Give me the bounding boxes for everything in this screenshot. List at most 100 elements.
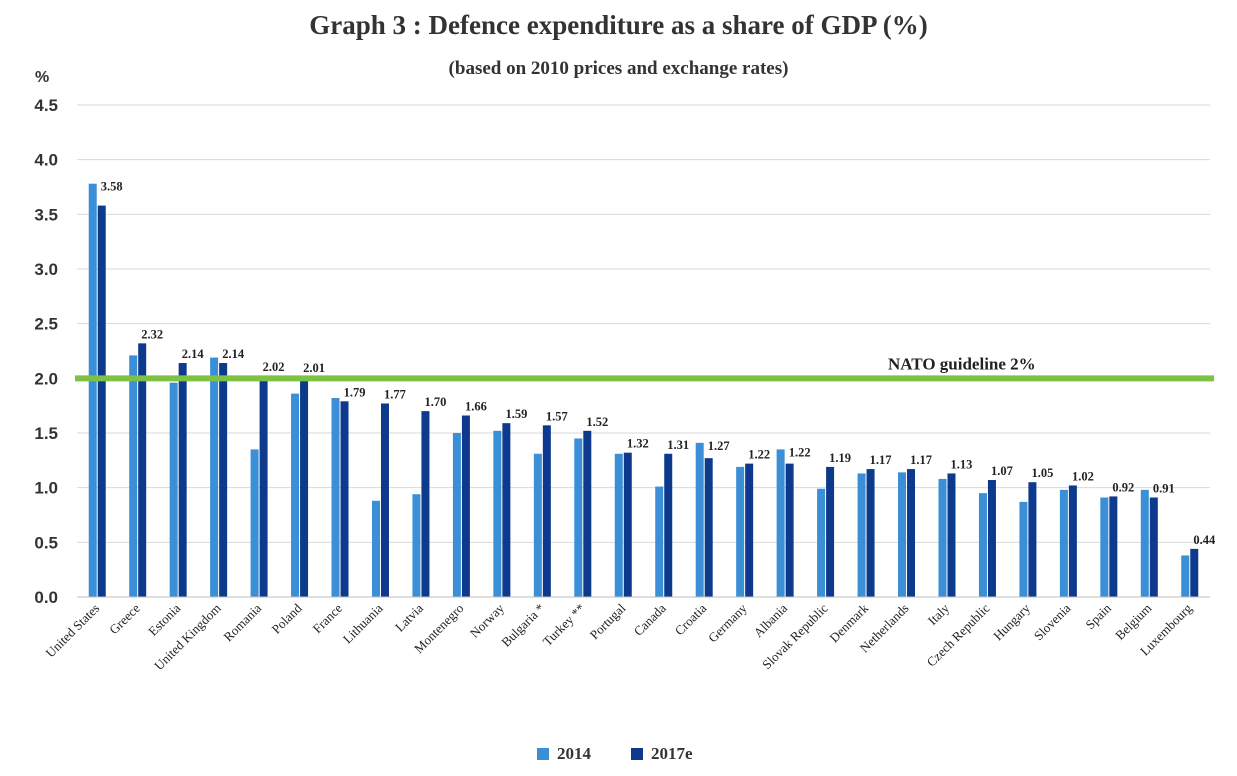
y-tick-label: 0.0 — [34, 588, 58, 607]
bar-2017e — [380, 403, 389, 597]
bar-2014 — [898, 472, 907, 597]
chart-subtitle: (based on 2010 prices and exchange rates… — [448, 58, 789, 79]
chart-title: Graph 3 : Defence expenditure as a share… — [309, 10, 928, 40]
data-label-2017e: 1.70 — [425, 395, 447, 409]
bar-2014 — [331, 398, 340, 597]
x-tick-label: Greece — [106, 600, 143, 637]
bars — [88, 183, 1199, 597]
y-tick-label: 1.0 — [34, 479, 58, 498]
x-tick-label: Hungary — [990, 600, 1033, 643]
bar-2017e — [178, 363, 187, 597]
bar-2014 — [655, 486, 664, 597]
data-label-2017e: 0.44 — [1193, 533, 1216, 547]
bar-2017e — [421, 411, 430, 597]
data-label-2017e: 1.32 — [627, 437, 649, 451]
reference-line: NATO guideline 2% — [75, 354, 1214, 382]
y-tick-label: 2.0 — [34, 369, 58, 388]
bar-2014 — [695, 442, 704, 597]
bar-2014 — [533, 453, 542, 597]
legend-item-2017e: 2017e — [631, 744, 693, 764]
legend-item-2014: 2014 — [537, 744, 591, 764]
bar-2017e — [340, 401, 349, 597]
bar-2017e — [947, 473, 956, 597]
data-label-2017e: 1.52 — [586, 415, 608, 429]
data-label-2017e: 1.17 — [870, 453, 892, 467]
bar-2017e — [1068, 485, 1077, 597]
bar-2017e — [138, 343, 147, 597]
x-tick-label: Slovenia — [1031, 600, 1074, 643]
y-tick-label: 2.5 — [34, 315, 58, 334]
data-label-2017e: 1.79 — [344, 385, 366, 399]
data-label-2017e: 1.59 — [505, 407, 527, 421]
data-label-2017e: 1.22 — [789, 445, 811, 459]
data-label-2017e: 1.57 — [546, 409, 568, 423]
x-tick-label: Norway — [467, 600, 508, 641]
bar-2017e — [502, 423, 511, 597]
bar-2014 — [412, 494, 421, 597]
bar-2014 — [1059, 489, 1068, 597]
data-label-2017e: 1.27 — [708, 439, 730, 453]
data-label-2017e: 1.02 — [1072, 469, 1094, 483]
gridlines — [77, 104, 1210, 598]
data-label-2017e: 2.32 — [141, 327, 163, 341]
data-labels: 3.58 2.32 2.14 2.14 2.02 2.01 1.79 1.77 1.70 1.66… — [101, 180, 1216, 547]
bar-2014 — [978, 493, 987, 597]
data-label-2017e: 1.31 — [667, 438, 689, 452]
bar-2014 — [817, 488, 826, 597]
y-tick-label: 0.5 — [34, 533, 58, 552]
data-label-2017e: 1.22 — [748, 448, 770, 462]
bar-2014 — [1140, 489, 1149, 597]
bar-2014 — [371, 500, 380, 597]
legend-swatch-2017e — [631, 748, 643, 760]
data-label-2017e: 2.02 — [263, 360, 285, 374]
bar-2017e — [461, 415, 470, 597]
bar-2014 — [129, 355, 138, 597]
data-label-2017e: 2.14 — [222, 347, 245, 361]
bar-2017e — [542, 425, 551, 597]
bar-2017e — [1149, 497, 1158, 597]
bar-2017e — [664, 453, 673, 597]
data-label-2017e: 0.92 — [1112, 480, 1134, 494]
x-tick-label: Turkey ** — [540, 601, 588, 649]
x-tick-label: Germany — [705, 600, 750, 645]
y-tick-label: 3.0 — [34, 260, 58, 279]
data-label-2017e: 3.58 — [101, 180, 123, 194]
bar-2014 — [1181, 555, 1190, 597]
bar-2014 — [614, 453, 623, 597]
data-label-2017e: 1.05 — [1031, 466, 1053, 480]
x-tick-label: Canada — [631, 600, 669, 638]
data-label-2017e: 1.66 — [465, 400, 487, 414]
bar-2017e — [826, 466, 835, 597]
bar-2017e — [97, 205, 106, 597]
x-tick-label: Latvia — [392, 600, 426, 634]
bar-2017e — [987, 480, 996, 597]
legend-label-2014: 2014 — [557, 744, 591, 763]
bar-2014 — [857, 473, 866, 597]
bar-2014 — [250, 449, 259, 597]
bar-2017e — [1190, 548, 1199, 597]
x-tick-label: Croatia — [672, 600, 710, 638]
bar-2017e — [785, 463, 794, 597]
x-tick-label: Italy — [925, 600, 953, 628]
data-label-2017e: 1.17 — [910, 453, 932, 467]
bar-2014 — [736, 466, 745, 597]
data-label-2017e: 0.91 — [1153, 482, 1175, 496]
bar-2017e — [623, 452, 632, 597]
bar-2014 — [1019, 501, 1028, 597]
y-tick-label: 4.0 — [34, 151, 58, 170]
data-label-2017e: 1.07 — [991, 464, 1013, 478]
data-label-2017e: 2.01 — [303, 361, 325, 375]
bar-2017e — [1028, 482, 1037, 597]
bar-2017e — [866, 469, 875, 597]
legend: 2014 2017e — [537, 744, 733, 764]
bar-2014 — [776, 449, 785, 597]
x-tick-label: Portugal — [587, 600, 629, 642]
nato-guideline-label: NATO guideline 2% — [888, 354, 1036, 373]
bar-2014 — [210, 357, 219, 597]
x-tick-label: Spain — [1082, 600, 1114, 632]
y-tick-label: 3.5 — [34, 205, 58, 224]
legend-swatch-2014 — [537, 748, 549, 760]
bar-2014 — [452, 433, 461, 597]
y-axis-label: % — [35, 69, 49, 86]
